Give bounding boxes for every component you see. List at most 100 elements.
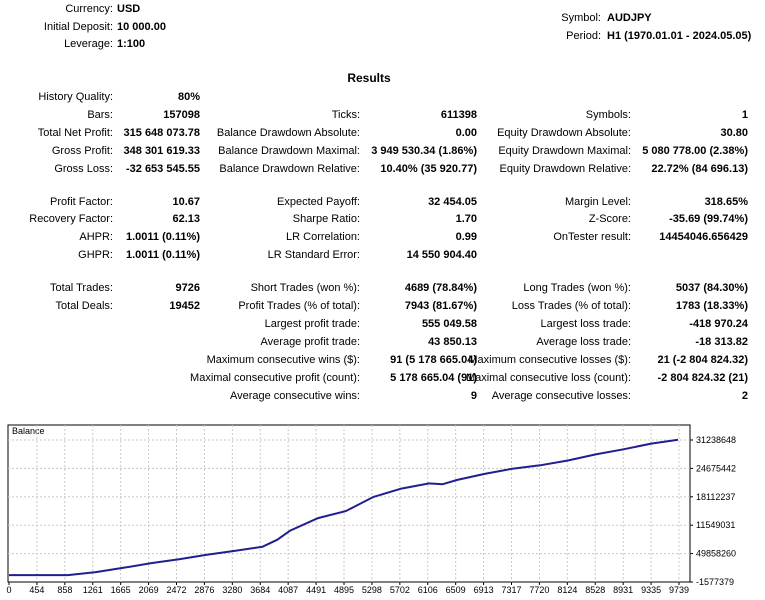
y-tick-label: 49858260 — [696, 549, 736, 559]
total-net-profit-label: Total Net Profit: — [37, 126, 113, 139]
ontester-result-value: 14454046.656429 — [659, 231, 748, 244]
recovery-factor-label: Recovery Factor: — [29, 213, 113, 226]
margin-level-value: 318.65% — [704, 195, 748, 208]
balance-chart: Balance 0 454 858 1261 1665 2069 2472 2876 3280 36… — [6, 424, 736, 595]
x-tick-label: 6106 — [418, 585, 438, 595]
leverage-label: Leverage: — [64, 38, 113, 50]
ontester-result-label: OnTester result: — [553, 231, 631, 244]
chart-title: Balance — [12, 426, 45, 436]
average-profit-trade-value: 43 850.13 — [428, 335, 477, 348]
gross-profit-value: 348 301 619.33 — [123, 144, 200, 157]
balance-drawdown-absolute-label: Balance Drawdown Absolute: — [216, 126, 360, 139]
x-tick-label: 4491 — [306, 585, 326, 595]
average-profit-trade-label: Average profit trade: — [260, 335, 360, 348]
symbols-value: 1 — [741, 108, 748, 121]
lr-correlation-label: LR Correlation: — [286, 231, 360, 244]
balance-drawdown-maximal-label: Balance Drawdown Maximal: — [218, 144, 360, 157]
ahpr-label: AHPR: — [79, 231, 113, 244]
equity-drawdown-maximal-value: 5 080 778.00 (2.38%) — [642, 144, 748, 157]
balance-line — [9, 438, 679, 577]
ghpr-value: 1.0011 (0.11%) — [125, 249, 200, 262]
profit-trades-of-total-value: 7943 (81.67%) — [404, 300, 477, 312]
gross-loss-label: Gross Loss: — [54, 162, 113, 175]
x-tick-label: 8931 — [613, 585, 633, 595]
lr-standard-error-value: 14 550 904.40 — [406, 249, 477, 262]
ghpr-label: GHPR: — [78, 249, 113, 262]
largest-profit-trade-value: 555 049.58 — [421, 317, 477, 330]
maximal-consecutive-profit-count-value: 5 178 665.04 (91) — [390, 371, 477, 384]
history-quality-label: History Quality: — [38, 91, 113, 103]
maximum-consecutive-wins-value: 91 (5 178 665.04) — [390, 353, 477, 366]
period-label: Period: — [566, 30, 601, 42]
maximal-consecutive-loss-count-label: Maximal consecutive loss (count): — [465, 371, 631, 384]
ahpr-value: 1.0011 (0.11%) — [125, 231, 200, 244]
x-tick-label: 1261 — [83, 585, 103, 595]
loss-trades-of-total-label: Loss Trades (% of total): — [511, 300, 631, 312]
balance-drawdown-relative-label: Balance Drawdown Relative: — [219, 162, 360, 175]
x-tick-label: 7720 — [529, 585, 549, 595]
x-tick-label: 454 — [29, 585, 44, 595]
margin-level-label: Margin Level: — [564, 195, 631, 208]
y-tick-label: -1577379 — [696, 577, 734, 587]
average-loss-trade-label: Average loss trade: — [536, 335, 631, 348]
expected-payoff-value: 32 454.05 — [428, 195, 477, 208]
total-deals-label: Total Deals: — [55, 300, 113, 312]
loss-trades-of-total-value: 1783 (18.33%) — [675, 300, 748, 312]
largest-loss-trade-label: Largest loss trade: — [540, 317, 632, 330]
total-trades-label: Total Trades: — [50, 282, 113, 295]
profit-factor-label: Profit Factor: — [50, 195, 113, 208]
currency-label: Currency: — [65, 3, 113, 15]
lr-correlation-value: 0.99 — [455, 231, 477, 244]
short-trades-won-label: Short Trades (won %): — [250, 282, 360, 295]
average-loss-trade-value: -18 313.82 — [695, 335, 748, 348]
lr-standard-error-label: LR Standard Error: — [267, 249, 360, 262]
average-consecutive-wins-label: Average consecutive wins: — [229, 389, 360, 402]
sharpe-ratio-label: Sharpe Ratio: — [292, 213, 360, 226]
recovery-factor-value: 62.13 — [172, 213, 200, 226]
x-tick-label: 9739 — [669, 585, 689, 595]
initial-deposit-label: Initial Deposit: — [43, 20, 113, 33]
y-tick-label: 18112237 — [696, 492, 735, 502]
total-trades-value: 9726 — [175, 282, 200, 295]
profit-trades-of-total-label: Profit Trades (% of total): — [238, 300, 360, 312]
x-tick-label: 8124 — [557, 585, 577, 595]
y-tick-label: 24675442 — [696, 463, 736, 473]
symbol-label: Symbol: — [561, 12, 601, 24]
z-score-value: -35.69 (99.74%) — [669, 213, 748, 226]
x-tick-label: 8528 — [585, 585, 605, 595]
x-tick-label: 1665 — [111, 585, 131, 595]
results-title: Results — [347, 71, 391, 85]
equity-drawdown-relative-label: Equity Drawdown Relative: — [499, 162, 631, 175]
symbols-label: Symbols: — [585, 108, 631, 121]
long-trades-won-label: Long Trades (won %): — [523, 282, 631, 295]
gross-loss-value: -32 653 545.55 — [125, 162, 200, 175]
largest-loss-trade-value: -418 970.24 — [689, 317, 748, 330]
history-quality-value: 80% — [177, 91, 200, 103]
x-tick-label: 3280 — [222, 585, 242, 595]
bars-value: 157098 — [163, 108, 200, 121]
profit-factor-value: 10.67 — [172, 195, 200, 208]
x-tick-label: 4895 — [334, 585, 354, 595]
balance-drawdown-maximal-value: 3 949 530.34 (1.86%) — [371, 144, 477, 157]
equity-drawdown-relative-value: 22.72% (84 696.13) — [651, 162, 748, 175]
x-tick-label: 7317 — [501, 585, 521, 595]
z-score-label: Z-Score: — [588, 213, 631, 226]
plot-area — [7, 424, 691, 583]
period-value: H1 (1970.01.01 - 2024.05.05) — [607, 30, 752, 42]
average-consecutive-losses-value: 2 — [741, 389, 748, 402]
bars-label: Bars: — [87, 108, 113, 121]
x-tick-label: 5298 — [362, 585, 382, 595]
total-deals-value: 19452 — [169, 300, 200, 312]
largest-profit-trade-label: Largest profit trade: — [264, 317, 360, 330]
long-trades-won-value: 5037 (84.30%) — [675, 282, 748, 295]
equity-drawdown-absolute-label: Equity Drawdown Absolute: — [497, 126, 631, 139]
average-consecutive-wins-value: 9 — [470, 389, 477, 402]
expected-payoff-label: Expected Payoff: — [277, 195, 360, 208]
x-tick-label: 858 — [57, 585, 72, 595]
average-consecutive-losses-label: Average consecutive losses: — [491, 389, 631, 402]
maximal-consecutive-loss-count-value: -2 804 824.32 (21) — [657, 371, 748, 384]
x-tick-label: 6509 — [446, 585, 466, 595]
x-tick-label: 6913 — [474, 585, 494, 595]
maximum-consecutive-losses-value: 21 (-2 804 824.32) — [657, 353, 748, 366]
maximum-consecutive-wins-label: Maximum consecutive wins ($): — [206, 353, 360, 366]
